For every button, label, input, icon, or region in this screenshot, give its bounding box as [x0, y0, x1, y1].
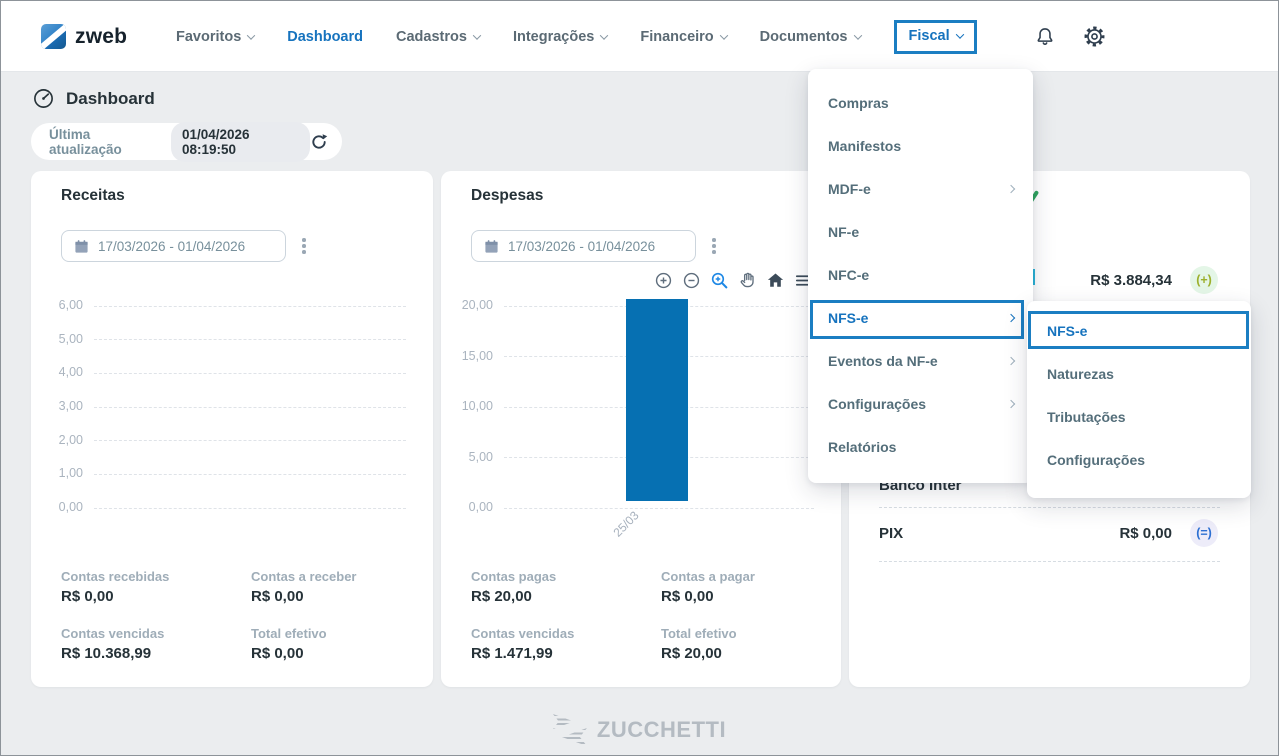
- zweb-logo-icon: [41, 24, 66, 49]
- stat-contas-vencidas: Contas vencidas R$ 1.471,99: [471, 626, 575, 662]
- menu-item-mdfe[interactable]: MDF-e: [808, 167, 1033, 210]
- receitas-card: Receitas 17/03/2026 - 01/04/2026 6,00 5,…: [31, 171, 433, 687]
- submenu-item-nfse[interactable]: NFS-e: [1047, 322, 1088, 339]
- pan-icon[interactable]: [738, 271, 757, 290]
- saldo-row1-badge[interactable]: (+): [1190, 266, 1218, 294]
- chevron-down-icon: [853, 30, 862, 40]
- receitas-date-range: 17/03/2026 - 01/04/2026: [98, 238, 246, 254]
- stat-total-efetivo: Total efetivo R$ 0,00: [251, 626, 327, 662]
- last-update-value: 01/04/2026 08:19:50: [170, 121, 310, 162]
- menu-item-relatorios[interactable]: Relatórios: [828, 438, 897, 455]
- top-nav-bar: zweb Favoritos Dashboard Cadastros Integ…: [1, 1, 1278, 72]
- despesas-date-range: 17/03/2026 - 01/04/2026: [508, 238, 656, 254]
- despesas-card: Despesas 17/03/2026 - 01/04/2026: [441, 171, 841, 687]
- stat-contas-a-pagar: Contas a pagar R$ 0,00: [661, 569, 755, 605]
- logo-text: zweb: [75, 24, 128, 48]
- menu-item-manifestos[interactable]: Manifestos: [828, 137, 902, 154]
- brand[interactable]: zweb: [41, 1, 127, 72]
- submenu-item-configuracoes[interactable]: Configurações: [1047, 451, 1146, 468]
- receitas-stats: Contas recebidas R$ 0,00 Contas a recebe…: [61, 569, 357, 662]
- despesas-bar-25-03: [626, 299, 688, 501]
- stat-contas-a-receber: Contas a receber R$ 0,00: [251, 569, 357, 605]
- main-nav: Favoritos Dashboard Cadastros Integraçõe…: [176, 1, 977, 72]
- despesas-stats: Contas pagas R$ 20,00 Contas a pagar R$ …: [471, 569, 755, 662]
- selection-zoom-icon[interactable]: [710, 271, 729, 290]
- chevron-right-icon: [1006, 399, 1016, 408]
- pix-badge[interactable]: (=): [1190, 519, 1218, 547]
- submenu-item-naturezas[interactable]: Naturezas: [1047, 365, 1114, 382]
- stat-contas-vencidas: Contas vencidas R$ 10.368,99: [61, 626, 165, 662]
- home-icon[interactable]: [766, 271, 785, 290]
- chevron-down-icon: [247, 30, 256, 40]
- chevron-down-icon: [472, 30, 482, 40]
- bank-logo-icon: [1031, 269, 1035, 285]
- receitas-chart: 6,00 5,00 4,00 3,00 2,00 1,00 0,00: [49, 298, 406, 514]
- chevron-down-icon: [719, 30, 728, 40]
- chevron-right-icon: [1006, 313, 1016, 322]
- gear-icon[interactable]: [1083, 25, 1106, 48]
- bell-icon[interactable]: [1034, 26, 1056, 48]
- calendar-icon: [484, 239, 499, 254]
- menu-item-nfe[interactable]: NF-e: [828, 223, 860, 240]
- nav-favoritos[interactable]: Favoritos: [176, 29, 256, 45]
- menu-item-eventos-nfe[interactable]: Eventos da NF-e: [808, 339, 1033, 382]
- nav-documentos[interactable]: Documentos: [760, 29, 862, 45]
- nfse-submenu: NFS-e Naturezas Tributações Configuraçõe…: [1027, 301, 1251, 498]
- menu-item-compras[interactable]: Compras: [828, 94, 889, 111]
- kebab-menu-icon[interactable]: [299, 235, 309, 257]
- nav-integracoes[interactable]: Integrações: [513, 29, 609, 45]
- stat-contas-pagas: Contas pagas R$ 20,00: [471, 569, 557, 605]
- pix-value: R$ 0,00: [1119, 525, 1172, 542]
- gauge-icon: [32, 87, 55, 110]
- stat-total-efetivo: Total efetivo R$ 20,00: [661, 626, 737, 662]
- menu-item-nfce[interactable]: NFC-e: [828, 266, 870, 283]
- refresh-icon[interactable]: [310, 133, 328, 151]
- zoom-in-icon[interactable]: [654, 271, 673, 290]
- calendar-icon: [74, 239, 89, 254]
- pix-label: PIX: [879, 525, 904, 542]
- page-head: Dashboard: [32, 87, 155, 110]
- footer: ZUCCHETTI: [1, 711, 1278, 749]
- footer-brand: ZUCCHETTI: [596, 717, 727, 742]
- page-title: Dashboard: [66, 88, 155, 108]
- despesas-title: Despesas: [471, 187, 544, 204]
- chevron-down-icon: [600, 30, 609, 40]
- despesas-date-range-input[interactable]: 17/03/2026 - 01/04/2026: [471, 230, 696, 262]
- chart-toolbar: [654, 271, 811, 290]
- stat-contas-recebidas: Contas recebidas R$ 0,00: [61, 569, 170, 605]
- fiscal-dropdown-menu: Compras Manifestos MDF-e NF-e NFC-e NFS-…: [808, 69, 1033, 483]
- chevron-right-icon: [1006, 184, 1016, 193]
- menu-item-configuracoes[interactable]: Configurações: [808, 382, 1033, 425]
- menu-icon[interactable]: [794, 272, 811, 289]
- despesas-chart: 20,00 15,00 10,00 5,00 0,00 25/03: [459, 298, 814, 540]
- zucchetti-logo-icon: [552, 711, 587, 749]
- receitas-title: Receitas: [61, 187, 125, 204]
- nav-cadastros[interactable]: Cadastros: [396, 29, 482, 45]
- submenu-item-tributacoes[interactable]: Tributações: [1047, 408, 1126, 425]
- saldo-row1-value: R$ 3.884,34: [1090, 272, 1172, 289]
- nav-financeiro[interactable]: Financeiro: [640, 29, 728, 45]
- chevron-right-icon: [1006, 356, 1016, 365]
- menu-item-nfse[interactable]: NFS-e: [808, 296, 1033, 339]
- chevron-down-icon: [955, 29, 964, 39]
- last-update-pill: Última atualização 01/04/2026 08:19:50: [31, 121, 342, 162]
- header-icons: [1034, 1, 1106, 72]
- last-update-label: Última atualização: [49, 126, 122, 157]
- kebab-menu-icon[interactable]: [709, 235, 719, 257]
- nav-dashboard[interactable]: Dashboard: [287, 28, 364, 45]
- zoom-out-icon[interactable]: [682, 271, 701, 290]
- nav-fiscal[interactable]: Fiscal: [893, 19, 977, 54]
- receitas-date-range-input[interactable]: 17/03/2026 - 01/04/2026: [61, 230, 286, 262]
